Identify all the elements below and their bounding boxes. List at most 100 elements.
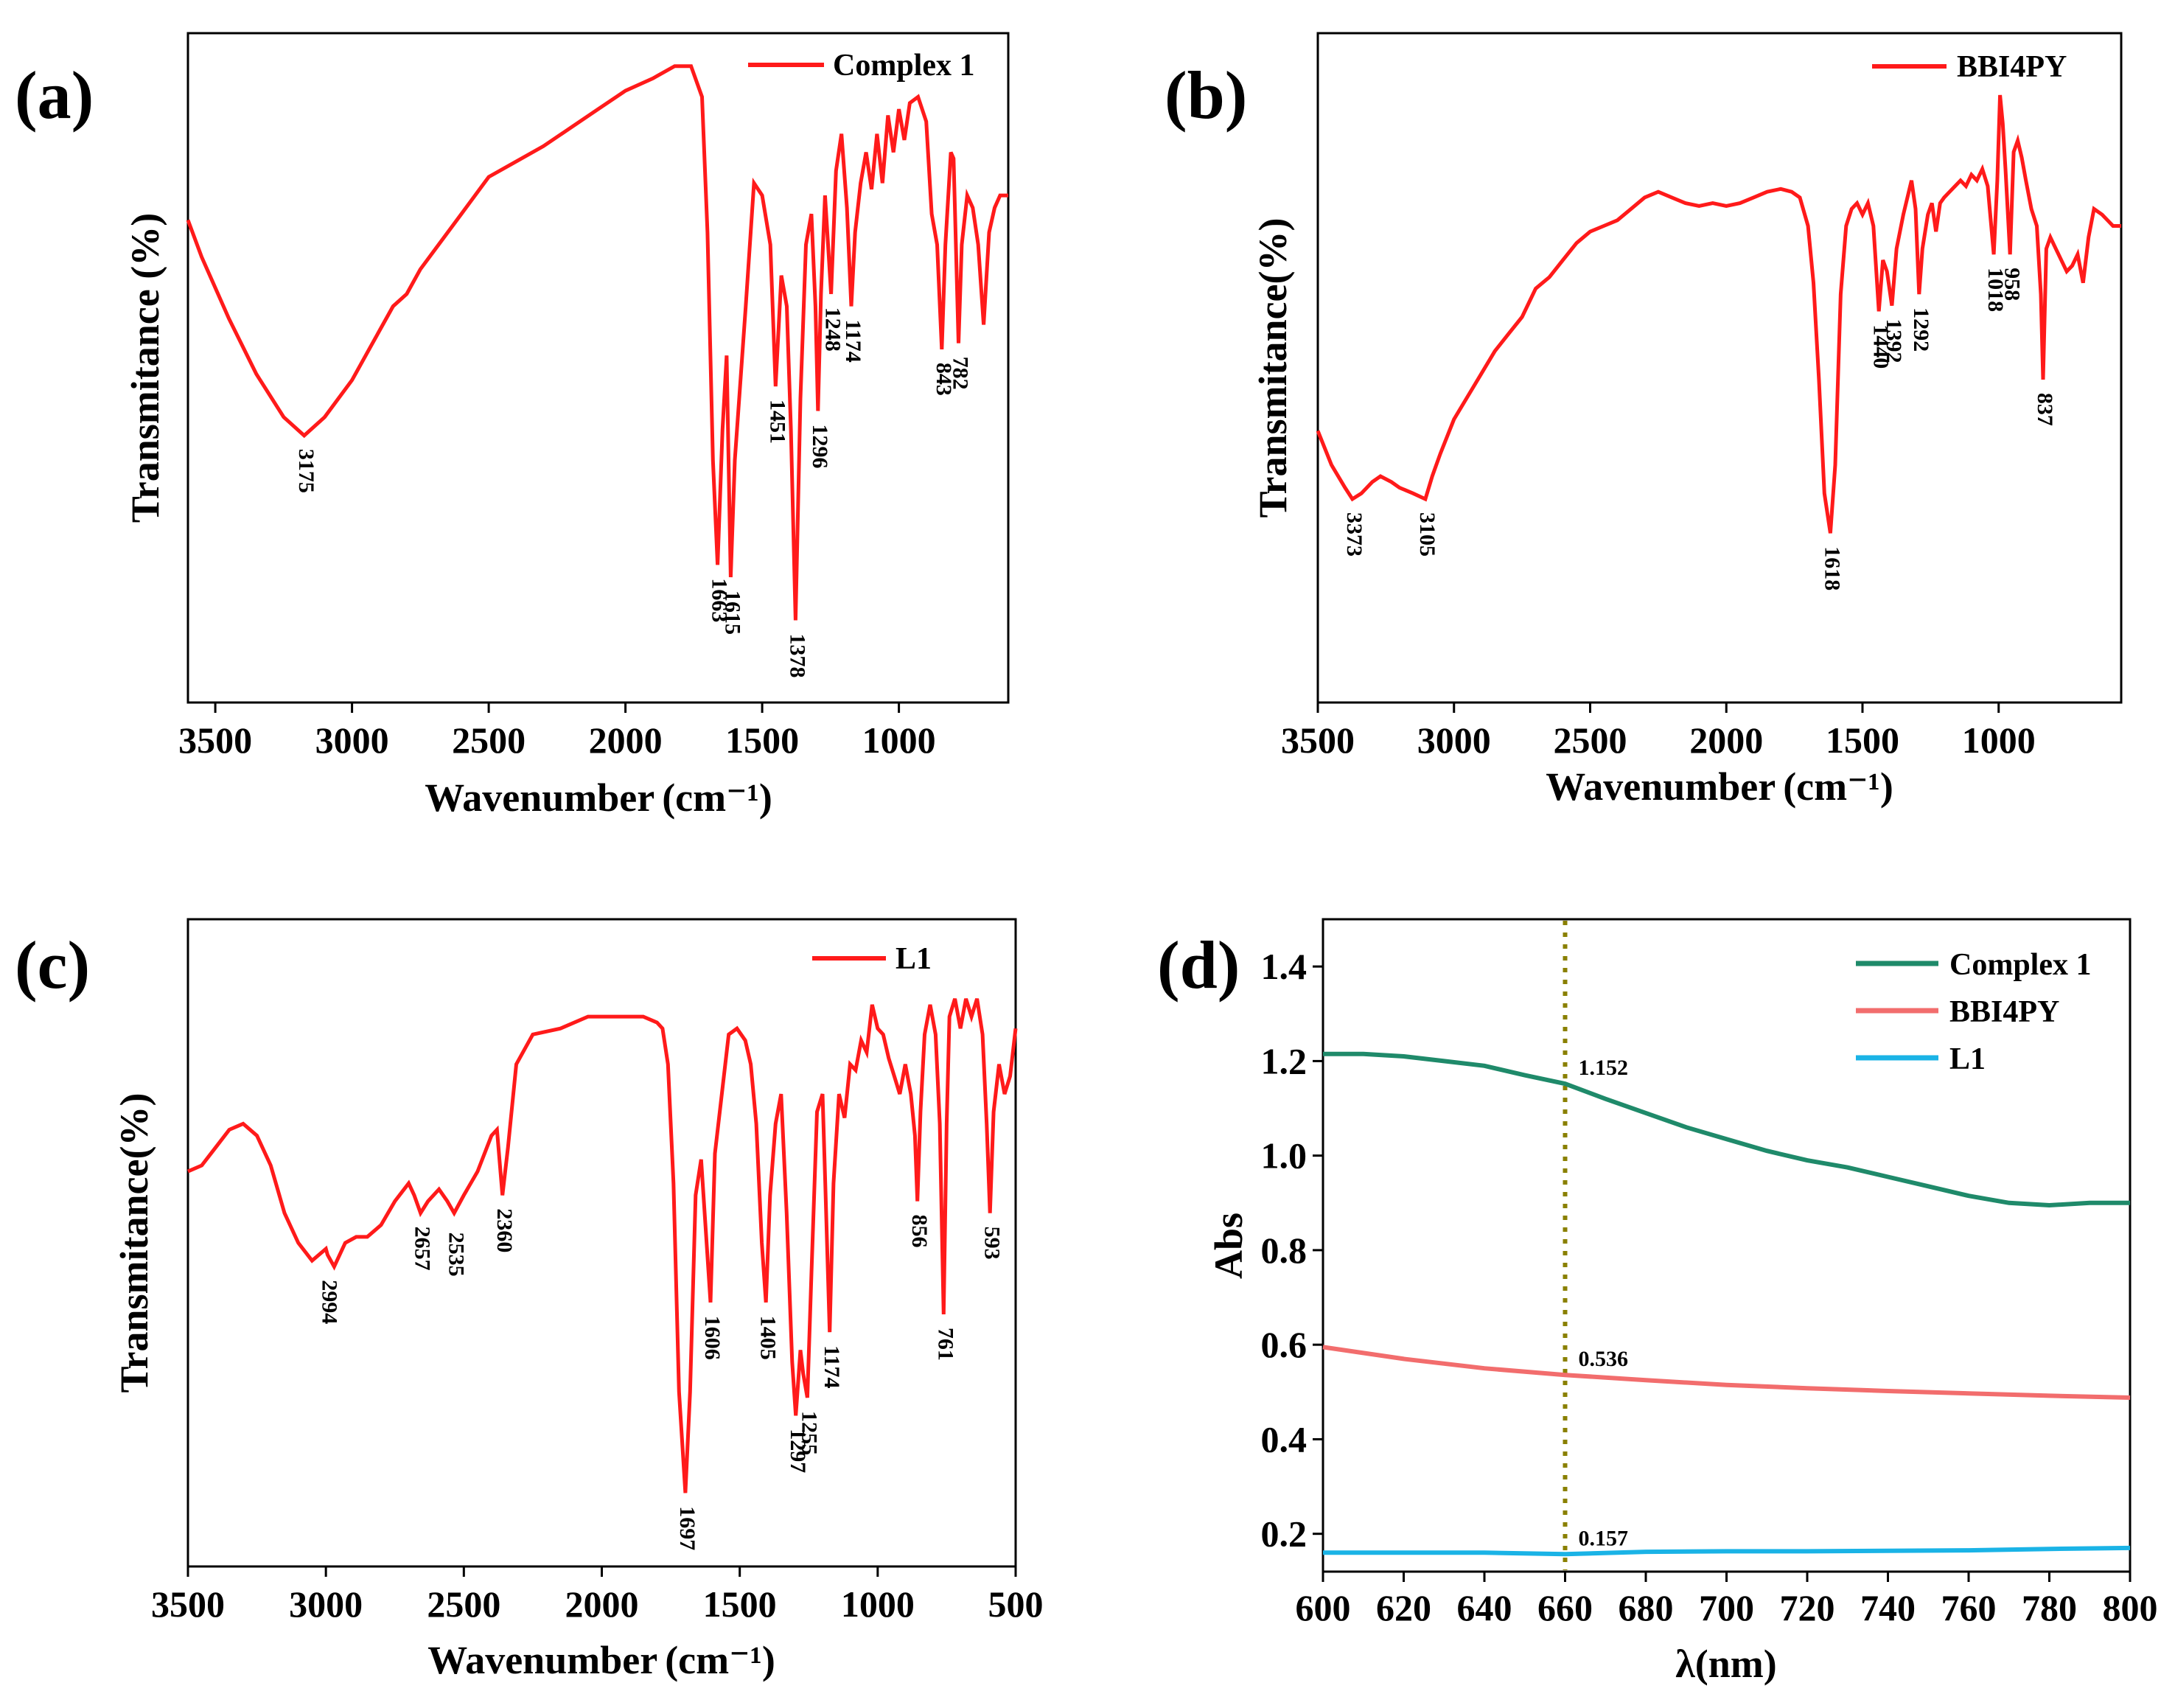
x-tick-label: 720 xyxy=(1780,1587,1835,1628)
legend-entry: BBI4PY xyxy=(1949,995,2059,1029)
panel-a-spectrum-line xyxy=(186,64,1008,621)
peak-label: 1018 xyxy=(1983,268,2008,312)
panel-a-label: (a) xyxy=(15,57,94,133)
panel-b-x-ticks: 3500 3000 2500 2000 1500 1000 xyxy=(1281,703,2036,761)
peak-label: 1606 xyxy=(700,1316,725,1360)
peak-label: 3105 xyxy=(1415,512,1439,557)
value-annotation: 0.157 xyxy=(1579,1526,1629,1550)
panel-d-label: (d) xyxy=(1157,927,1240,1003)
peak-label: 2535 xyxy=(444,1233,468,1277)
series-line xyxy=(1322,1345,2131,1400)
peak-label: 3175 xyxy=(294,449,318,493)
x-tick-label: 680 xyxy=(1619,1587,1674,1628)
panel-b-y-axis-title: Transmitance(%) xyxy=(1251,218,1295,518)
x-tick-label: 660 xyxy=(1537,1587,1593,1628)
peak-label: 837 xyxy=(2033,393,2057,426)
peak-label: 1663 xyxy=(708,578,732,622)
peak-label: 1255 xyxy=(797,1411,821,1455)
panel-d: (d) 600 620 640 660 680 700 720 740 760 780 800 0.2… xyxy=(1157,918,2158,1686)
x-tick-label: 2000 xyxy=(565,1583,639,1625)
peak-label: 1405 xyxy=(755,1316,780,1360)
x-tick-label: 760 xyxy=(1941,1587,1997,1628)
panel-c-legend-text: L1 xyxy=(896,942,932,976)
y-tick-label: 0.6 xyxy=(1261,1324,1308,1365)
panel-c-x-axis-title: Wavenumber (cm⁻¹) xyxy=(427,1638,775,1682)
y-tick-label: 0.2 xyxy=(1261,1513,1308,1555)
x-tick-label: 800 xyxy=(2103,1587,2158,1628)
peak-label: 1174 xyxy=(841,319,865,362)
panel-a-x-ticks: 3500 3000 2500 2000 1500 1000 xyxy=(178,703,936,761)
x-tick-label: 3000 xyxy=(315,719,389,761)
x-tick-label: 1000 xyxy=(862,719,936,761)
peak-label: 1297 xyxy=(786,1429,810,1473)
peak-label: 958 xyxy=(2000,268,2024,301)
x-tick-label: 780 xyxy=(2022,1587,2077,1628)
legend-entry: Complex 1 xyxy=(1949,948,2092,982)
peak-label: 2360 xyxy=(492,1208,517,1252)
peak-label: 1451 xyxy=(765,400,789,444)
panel-c-legend: L1 xyxy=(812,942,932,976)
x-tick-label: 2500 xyxy=(427,1583,500,1625)
x-tick-label: 1500 xyxy=(725,719,799,761)
x-tick-label: 3500 xyxy=(178,719,252,761)
x-tick-label: 620 xyxy=(1376,1587,1431,1628)
panel-b-spectrum-line xyxy=(1316,94,2121,534)
x-tick-label: 500 xyxy=(988,1583,1044,1625)
y-tick-label: 1.4 xyxy=(1261,946,1308,987)
x-tick-label: 2500 xyxy=(452,719,526,761)
legend-entry: L1 xyxy=(1949,1042,1986,1076)
x-tick-label: 3500 xyxy=(1281,719,1355,761)
panel-d-value-annotations: 1.152 0.536 0.157 xyxy=(1579,1056,1629,1550)
peak-label: 856 xyxy=(907,1214,932,1247)
series-line xyxy=(1323,1051,2130,1208)
x-tick-label: 640 xyxy=(1457,1587,1512,1628)
peak-label: 843 xyxy=(932,363,956,396)
peak-label: 782 xyxy=(949,357,973,390)
x-tick-label: 600 xyxy=(1296,1587,1351,1628)
panel-d-x-axis-title: λ(nm) xyxy=(1675,1642,1777,1686)
peak-label: 3373 xyxy=(1342,512,1366,557)
x-tick-label: 1500 xyxy=(703,1583,777,1625)
panel-c: (c) 3500 3000 2500 2000 1500 1000 500 2994 2657… xyxy=(15,918,1044,1682)
y-tick-label: 0.4 xyxy=(1261,1418,1308,1460)
series-line xyxy=(1323,1545,2131,1557)
panel-b-legend: BBI4PY xyxy=(1872,50,2067,84)
x-tick-label: 740 xyxy=(1860,1587,1916,1628)
peak-label: 593 xyxy=(980,1227,1004,1260)
peak-label: 1248 xyxy=(821,307,845,352)
x-tick-label: 1500 xyxy=(1826,719,1899,761)
peak-label: 761 xyxy=(933,1328,957,1361)
panel-d-series-lines xyxy=(1322,921,2131,1570)
peak-label: 1296 xyxy=(808,424,832,468)
panel-a-plot-frame xyxy=(186,32,1010,704)
panel-b-plot-frame xyxy=(1316,32,2123,704)
panel-b-x-axis-title: Wavenumber (cm⁻¹) xyxy=(1546,764,1893,809)
panel-b-x-axis-word: Wavenumber xyxy=(1546,764,1776,809)
panel-a-y-axis-title: Transmitance (%) xyxy=(123,213,167,523)
x-tick-label: 700 xyxy=(1699,1587,1754,1628)
panel-c-label: (c) xyxy=(15,927,90,1003)
panel-b: (b) 3500 3000 2500 2000 1500 1000 3373 3105 161… xyxy=(1165,32,2123,809)
x-tick-label: 3000 xyxy=(1417,719,1491,761)
panel-a-x-axis-title: Wavenumber (cm⁻¹) xyxy=(425,775,772,820)
panel-a-legend: Complex 1 xyxy=(748,49,975,83)
peak-label: 1174 xyxy=(820,1345,844,1388)
value-annotation: 0.536 xyxy=(1579,1347,1629,1371)
value-annotation: 1.152 xyxy=(1579,1056,1629,1080)
panel-a-x-axis-unit: (cm⁻¹) xyxy=(662,775,772,820)
peak-label: 1392 xyxy=(1882,319,1906,363)
panel-d-legend: Complex 1 BBI4PY L1 xyxy=(1856,948,2092,1076)
peak-label: 1697 xyxy=(675,1506,699,1550)
peak-label: 1618 xyxy=(1820,546,1844,590)
x-tick-label: 2000 xyxy=(1689,719,1763,761)
panel-d-y-axis-title: Abs xyxy=(1207,1213,1251,1279)
panel-c-x-ticks: 3500 3000 2500 2000 1500 1000 500 xyxy=(151,1566,1044,1625)
y-tick-label: 1.2 xyxy=(1261,1040,1308,1081)
x-tick-label: 1000 xyxy=(841,1583,915,1625)
x-tick-label: 2000 xyxy=(589,719,663,761)
y-tick-label: 1.0 xyxy=(1261,1135,1308,1177)
peak-label: 1440 xyxy=(1868,324,1893,369)
